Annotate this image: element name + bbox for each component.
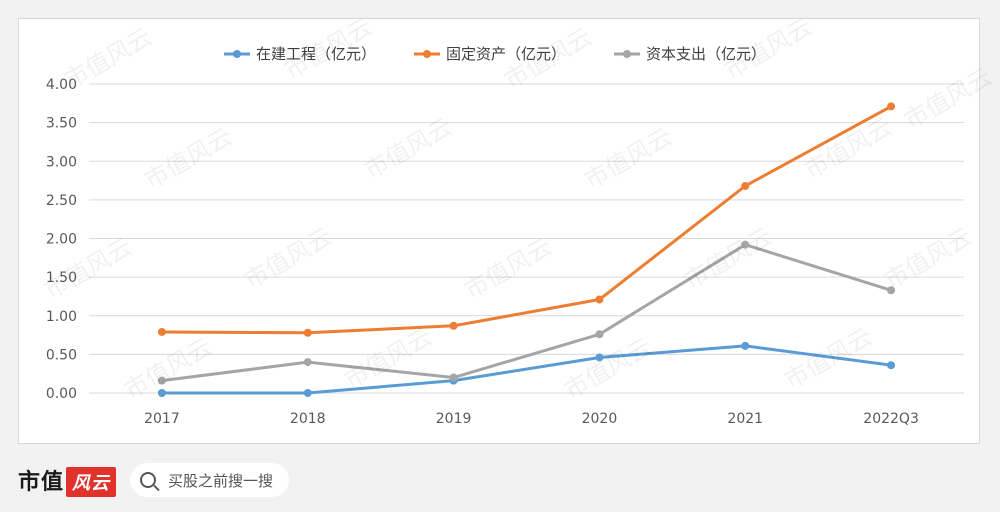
data-point [741,240,750,249]
y-tick-label: 3.50 [46,116,77,132]
series-1 [157,341,896,397]
x-tick-label: 2017 [144,411,180,427]
x-tick-label: 2021 [727,411,763,427]
search-box[interactable]: 买股之前搜一搜 [130,463,290,497]
y-tick-label: 0.50 [46,347,77,363]
series-line [161,344,892,395]
chart-gridlines [89,83,964,394]
brand-name-red: 风云 [66,466,117,497]
legend-swatch-dot [623,50,631,58]
chart-legend: 在建工程（亿元） 固定资产（亿元） 资本支出（亿元） [224,45,766,63]
y-tick-label: 4.00 [46,77,77,93]
y-tick-label: 0.00 [46,386,77,402]
x-tick-label: 2018 [290,411,326,427]
x-tick-label: 2019 [436,411,472,427]
series-2 [157,102,896,337]
y-tick-label: 1.00 [46,309,77,325]
chart-series [157,102,896,397]
data-point [449,373,458,382]
y-tick-label: 3.00 [46,154,77,170]
data-point [303,358,312,367]
data-point [157,327,166,336]
legend-swatch-dot [423,50,431,58]
x-tick-label: 2022Q3 [863,411,919,427]
footer-bar: 市值 风云 买股之前搜一搜 [18,458,418,502]
data-point [303,328,312,337]
y-tick-label: 1.50 [46,270,77,286]
y-axis: 0.00 0.50 1.00 1.50 2.00 2.50 3.00 3.50 4.00 [46,77,77,402]
data-point [887,102,896,111]
line-chart: 在建工程（亿元） 固定资产（亿元） 资本支出（亿元） 0.00 0.50 1.00 1.5… [46,45,964,427]
legend-item: 固定资产（亿元） [414,45,566,63]
legend-item: 资本支出（亿元） [614,45,766,63]
data-point [303,389,312,397]
data-point [887,361,896,370]
data-point [887,286,896,295]
y-tick-label: 2.50 [46,193,77,209]
data-point [595,353,604,362]
legend-swatch-dot [233,50,241,58]
legend-item: 在建工程（亿元） [224,45,376,63]
series-line [161,243,892,383]
legend-label: 在建工程（亿元） [256,45,376,63]
data-point [157,376,166,385]
legend-label: 固定资产（亿元） [446,45,566,63]
data-point [595,330,604,339]
chart-card: 市值风云 市值风云 市值风云 市值风云 市值风云 市值风云 市值风云 市值风云 市值风云 市值风云… [18,13,997,444]
x-axis: 2017 2018 2019 2020 2021 2022Q3 [144,411,919,427]
series-line [161,105,892,335]
y-tick-label: 2.00 [46,232,77,248]
data-point [449,321,458,330]
data-point [741,341,750,350]
data-point [595,295,604,304]
x-tick-label: 2020 [582,411,618,427]
data-point [157,389,166,397]
search-placeholder: 买股之前搜一搜 [168,471,274,490]
brand-name: 市值 [18,469,65,495]
search-icon [140,472,157,488]
series-3 [157,240,896,385]
brand-logo: 市值 风云 [18,464,117,497]
data-point [741,181,750,190]
legend-label: 资本支出（亿元） [646,45,766,63]
